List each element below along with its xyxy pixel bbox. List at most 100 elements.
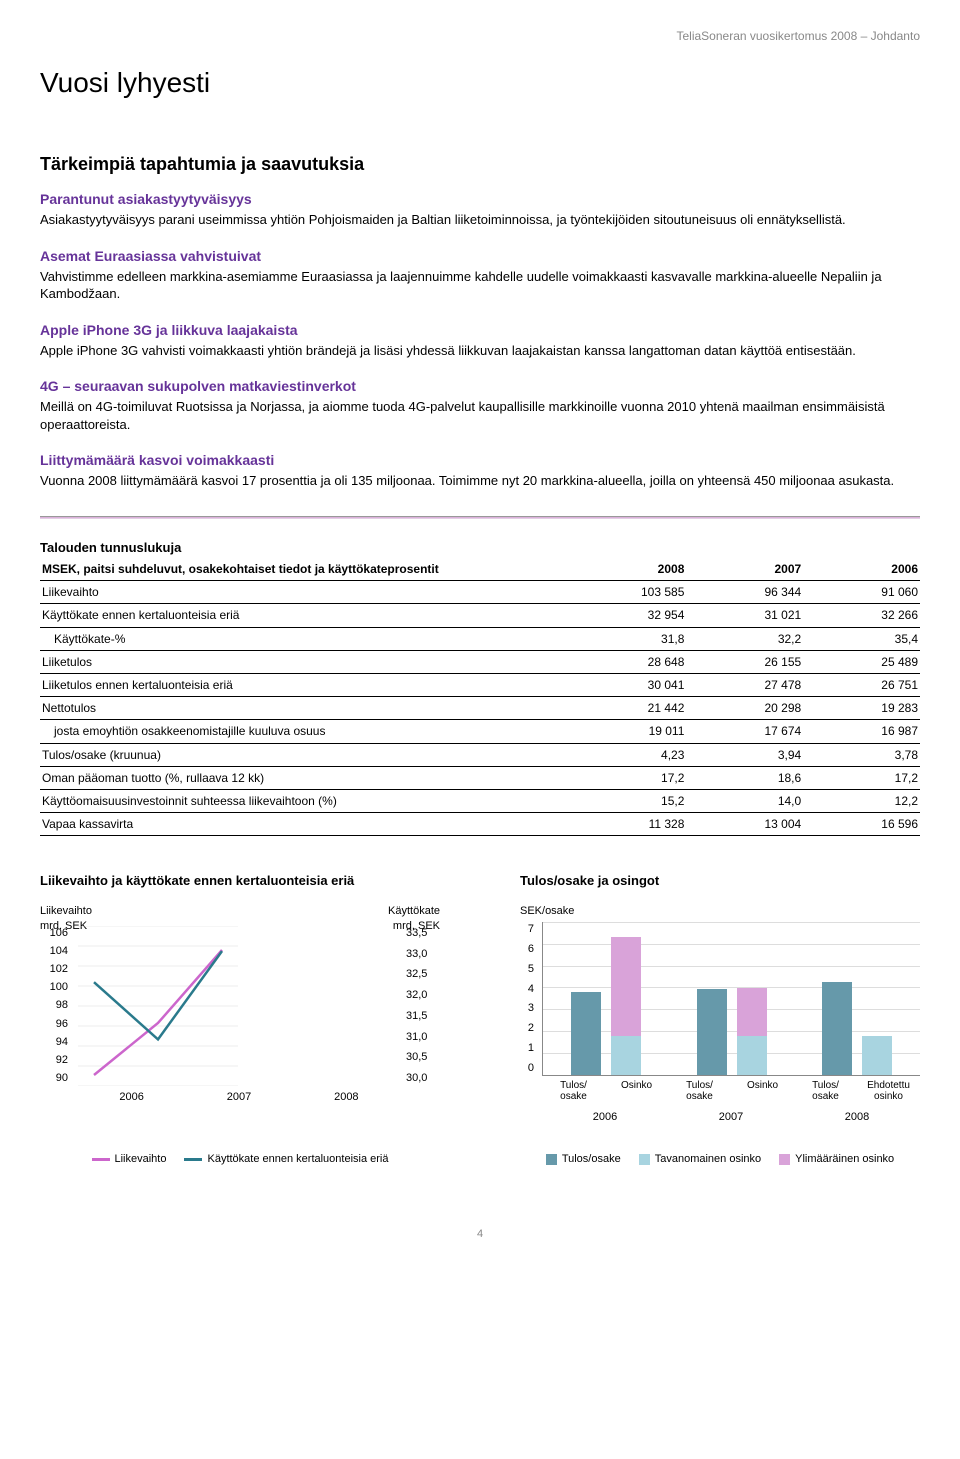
row-value: 31,8 [550, 627, 686, 650]
row-value: 31 021 [686, 604, 803, 627]
block-body: Asiakastyytyväisyys parani useimmissa yh… [40, 211, 920, 229]
table-row: Käyttökate ennen kertaluonteisia eriä32 … [40, 604, 920, 627]
content-block: Apple iPhone 3G ja liikkuva laajakaista A… [40, 321, 920, 359]
legend-swatch [779, 1154, 790, 1165]
legend-item: Tavanomainen osinko [639, 1152, 761, 1167]
table-row: Liiketulos28 64826 15525 489 [40, 650, 920, 673]
row-value: 12,2 [803, 789, 920, 812]
block-title: Parantunut asiakastyytyväisyys [40, 190, 920, 209]
row-value: 26 155 [686, 650, 803, 673]
legend-label: Ylimääräinen osinko [795, 1152, 894, 1167]
table-row: Vapaa kassavirta11 32813 00416 596 [40, 813, 920, 836]
x-axis-labels: 200620072008 [78, 1090, 400, 1105]
row-value: 21 442 [550, 697, 686, 720]
bar-group [794, 922, 920, 1075]
row-value: 20 298 [686, 697, 803, 720]
legend-label: Tulos/osake [562, 1152, 621, 1167]
bar-group [669, 922, 795, 1075]
content-block: Parantunut asiakastyytyväisyys Asiakastyy… [40, 190, 920, 228]
row-value: 32 266 [803, 604, 920, 627]
legend-item: Tulos/osake [546, 1152, 621, 1167]
bar [822, 982, 852, 1074]
row-value: 15,2 [550, 789, 686, 812]
legend-swatch [546, 1154, 557, 1165]
table-row: Oman pääoman tuotto (%, rullaava 12 kk)1… [40, 766, 920, 789]
row-value: 26 751 [803, 674, 920, 697]
legend-swatch [639, 1154, 650, 1165]
row-value: 32 954 [550, 604, 686, 627]
content-block: Asemat Euraasiassa vahvistuivat Vahvistim… [40, 247, 920, 303]
content-block: Liittymämäärä kasvoi voimakkaasti Vuonna … [40, 451, 920, 489]
row-value: 35,4 [803, 627, 920, 650]
legend-item: Käyttökate ennen kertaluonteisia eriä [184, 1152, 388, 1167]
row-value: 17,2 [803, 766, 920, 789]
block-body: Apple iPhone 3G vahvisti voimakkaasti yh… [40, 342, 920, 360]
bar-group [543, 922, 669, 1075]
block-body: Vuonna 2008 liittymämäärä kasvoi 17 pros… [40, 472, 920, 490]
legend-label: Tavanomainen osinko [655, 1152, 761, 1167]
divider [40, 516, 920, 519]
line-chart-title: Liikevaihto ja käyttökate ennen kertaluo… [40, 872, 440, 890]
y-ticks-right: 33,533,032,532,031,531,030,530,0 [406, 926, 440, 1086]
fin-year-header: 2007 [686, 558, 803, 581]
legend-label: Liikevaihto [115, 1152, 167, 1167]
row-value: 27 478 [686, 674, 803, 697]
row-value: 32,2 [686, 627, 803, 650]
block-title: Asemat Euraasiassa vahvistuivat [40, 247, 920, 266]
row-label: Tulos/osake (kruunua) [40, 743, 550, 766]
legend-swatch [184, 1158, 202, 1161]
legend-label: Käyttökate ennen kertaluonteisia eriä [207, 1152, 388, 1167]
bar-y-axis-title: SEK/osake [520, 904, 574, 919]
bar [862, 1036, 892, 1075]
row-label: Käyttöomaisuusinvestoinnit suhteessa lii… [40, 789, 550, 812]
bar-chart-panel: Tulos/osake ja osingot SEK/osake76543210… [520, 872, 920, 1166]
block-title: Liittymämäärä kasvoi voimakkaasti [40, 451, 920, 470]
legend-item: Liikevaihto [92, 1152, 167, 1167]
legend-swatch [92, 1158, 110, 1161]
page-title: Vuosi lyhyesti [40, 64, 920, 102]
table-row: Liiketulos ennen kertaluonteisia eriä30 … [40, 674, 920, 697]
bar-plot-area [542, 922, 920, 1076]
bar-x-labels: Tulos/ osakeOsinkoTulos/ osakeOsinkoTulo… [542, 1080, 920, 1102]
row-value: 30 041 [550, 674, 686, 697]
content-block: 4G – seuraavan sukupolven matkaviestinve… [40, 377, 920, 433]
row-label: Liikevaihto [40, 581, 550, 604]
row-value: 96 344 [686, 581, 803, 604]
row-value: 25 489 [803, 650, 920, 673]
row-value: 18,6 [686, 766, 803, 789]
table-row: josta emoyhtiön osakkeenomistajille kuul… [40, 720, 920, 743]
table-row: Nettotulos21 44220 29819 283 [40, 697, 920, 720]
row-label: josta emoyhtiön osakkeenomistajille kuul… [40, 720, 550, 743]
row-label: Oman pääoman tuotto (%, rullaava 12 kk) [40, 766, 550, 789]
row-value: 3,78 [803, 743, 920, 766]
row-value: 14,0 [686, 789, 803, 812]
row-value: 28 648 [550, 650, 686, 673]
table-row: Liikevaihto103 58596 34491 060 [40, 581, 920, 604]
block-body: Vahvistimme edelleen markkina-asemiamme … [40, 268, 920, 303]
row-label: Liiketulos [40, 650, 550, 673]
row-label: Nettotulos [40, 697, 550, 720]
block-title: Apple iPhone 3G ja liikkuva laajakaista [40, 321, 920, 340]
line-chart-panel: Liikevaihto ja käyttökate ennen kertaluo… [40, 872, 440, 1166]
row-value: 16 987 [803, 720, 920, 743]
row-value: 13 004 [686, 813, 803, 836]
bar [571, 992, 601, 1075]
bar [611, 937, 641, 1075]
header-context: TeliaSoneran vuosikertomus 2008 – Johdan… [40, 28, 920, 44]
block-title: 4G – seuraavan sukupolven matkaviestinve… [40, 377, 920, 396]
row-label: Käyttökate ennen kertaluonteisia eriä [40, 604, 550, 627]
row-value: 19 283 [803, 697, 920, 720]
fin-subtitle: MSEK, paitsi suhdeluvut, osakekohtaiset … [40, 558, 550, 581]
legend-item: Ylimääräinen osinko [779, 1152, 894, 1167]
block-body: Meillä on 4G-toimiluvat Ruotsissa ja Nor… [40, 398, 920, 433]
section-heading: Tärkeimpiä tapahtumia ja saavutuksia [40, 152, 920, 176]
table-row: Tulos/osake (kruunua)4,233,943,78 [40, 743, 920, 766]
row-value: 11 328 [550, 813, 686, 836]
fin-year-header: 2008 [550, 558, 686, 581]
financial-table: MSEK, paitsi suhdeluvut, osakekohtaiset … [40, 558, 920, 836]
y-ticks-left: 1061041021009896949290 [40, 926, 68, 1086]
row-label: Käyttökate-% [40, 627, 550, 650]
bar-y-ticks: 76543210 [520, 922, 534, 1076]
row-value: 17,2 [550, 766, 686, 789]
bar-year-labels: 200620072008 [542, 1110, 920, 1125]
